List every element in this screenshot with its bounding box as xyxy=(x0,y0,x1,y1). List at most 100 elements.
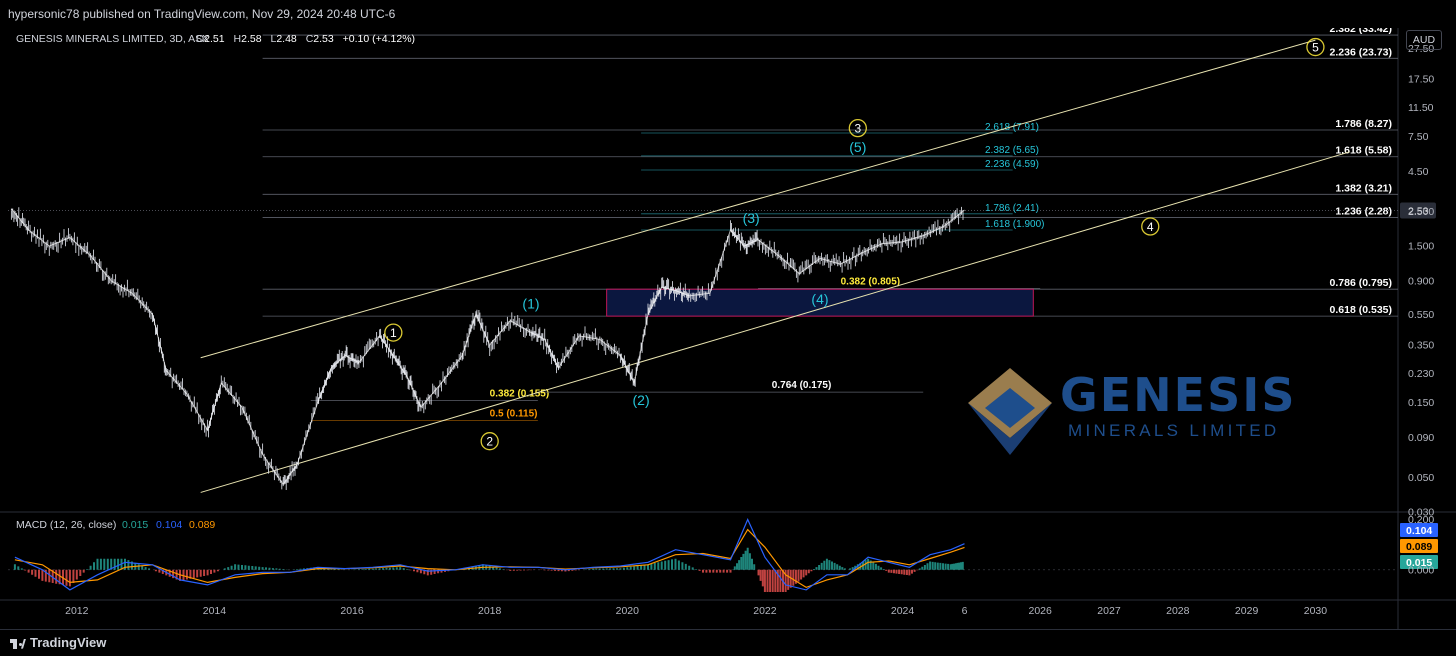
macd-pane: 0.104 0.089 0.015 xyxy=(8,518,1438,592)
price-tick-label: 17.50 xyxy=(1408,74,1434,86)
price-tick-label: 0.150 xyxy=(1408,397,1434,409)
fib-label-secondary: 0.764 (0.175) xyxy=(772,380,832,391)
last-price-tag xyxy=(1400,202,1436,219)
wave-label-primary: 5 xyxy=(1312,41,1319,55)
wave-label-primary: 2 xyxy=(486,435,493,449)
fib-label: 1.382 (3.21) xyxy=(1335,182,1392,194)
currency-button[interactable]: AUD xyxy=(1406,30,1442,50)
time-tick-label: 2014 xyxy=(203,605,227,617)
fib-label: 0.618 (0.535) xyxy=(1330,304,1392,316)
price-tick-label: 0.050 xyxy=(1408,472,1434,484)
channel-line xyxy=(200,151,1350,493)
tradingview-brand: TradingView xyxy=(30,635,107,650)
price-line xyxy=(11,208,965,486)
time-tick-label: 2018 xyxy=(478,605,502,617)
genesis-logo: GENESIS MINERALS LIMITED xyxy=(968,368,1296,455)
price-tick-label: 11.50 xyxy=(1408,102,1434,114)
price-tick-label: 0.350 xyxy=(1408,339,1434,351)
last-price-label: 2.53 xyxy=(1408,206,1429,218)
wave-label-primary: 3 xyxy=(854,122,861,136)
macd-value-tag xyxy=(1400,523,1438,537)
macd-value-tag xyxy=(1400,555,1438,569)
price-tick-label: 4.50 xyxy=(1408,166,1429,178)
legend: GENESIS MINERALS LIMITED, 3D, ASX O2.51 … xyxy=(16,33,415,531)
macd-legend-signal: 0.089 xyxy=(189,519,215,531)
time-tick-label: 2022 xyxy=(753,605,777,617)
symbol-title: GENESIS MINERALS LIMITED, 3D, ASX xyxy=(16,33,209,45)
wave-label-intermediate: (2) xyxy=(633,392,650,408)
wave-labels: 1 2 3 4 5 (1) (2) (3) (4) (5) xyxy=(384,37,1325,451)
fib-label-cyan: 1.618 (1.900) xyxy=(985,219,1045,230)
time-tick-label: 2027 xyxy=(1097,605,1121,617)
channel-line xyxy=(200,39,1316,359)
fib-label: 1.618 (5.58) xyxy=(1335,145,1392,157)
price-tick-label: 27.50 xyxy=(1408,43,1434,55)
wave-label-intermediate: (3) xyxy=(743,210,760,226)
close-value: 2.53 xyxy=(313,33,334,45)
fib-label-cyan: 2.618 (7.91) xyxy=(985,122,1039,133)
macd-tick-label: 0.000 xyxy=(1408,564,1434,576)
fib-label-cyan: 1.786 (2.41) xyxy=(985,203,1039,214)
time-tick-label: 6 xyxy=(962,605,968,617)
macd-title: MACD (12, 26, close) xyxy=(16,519,116,531)
price-tick-label: 0.550 xyxy=(1408,309,1434,321)
price-tick-label: 0.230 xyxy=(1408,368,1434,380)
price-tick-label: 0.030 xyxy=(1408,507,1434,519)
time-tick-label: 2016 xyxy=(340,605,364,617)
publish-bar: hypersonic78 published on TradingView.co… xyxy=(0,0,1456,28)
low-value: 2.48 xyxy=(276,33,297,45)
open-value: 2.51 xyxy=(204,33,225,45)
wave-circle xyxy=(384,323,403,342)
publish-line: hypersonic78 published on TradingView.co… xyxy=(8,7,396,21)
fib-label: 1.236 (2.28) xyxy=(1335,206,1392,218)
fib-label-cyan: 2.236 (4.59) xyxy=(985,159,1039,170)
fib-label-secondary: 0.382 (0.155) xyxy=(490,388,550,399)
macd-tick-label: 0.200 xyxy=(1408,514,1434,526)
change-value: +0.10 (+4.12%) xyxy=(343,33,415,45)
macd-legend-macd: 0.104 xyxy=(156,519,182,531)
ohlc-readout: O2.51 H2.58 L2.48 C2.53 +0.10 (+4.12%) xyxy=(196,33,415,45)
price-tick-label: 7.50 xyxy=(1408,131,1429,143)
fib-label-cyan: 2.382 (5.65) xyxy=(985,145,1039,156)
price-tick-label: 0.090 xyxy=(1408,432,1434,444)
tradingview-icon xyxy=(10,638,26,649)
macd-line xyxy=(14,518,965,591)
macd-value-tag xyxy=(1400,539,1438,553)
price-channel[interactable] xyxy=(200,39,1350,493)
fib-label-secondary: 0.5 (0.115) xyxy=(490,409,538,420)
grid xyxy=(0,28,1456,629)
axes: 27.50 17.50 11.50 7.50 4.50 2.500 1.500 0.900 0.… xyxy=(65,43,1434,617)
wave-circle xyxy=(1141,217,1160,236)
logo-genesis: GENESIS xyxy=(1060,368,1296,422)
wave-label-intermediate: (4) xyxy=(811,291,828,307)
wave-label-intermediate: (1) xyxy=(522,295,539,311)
fib-label: 2.236 (23.73) xyxy=(1330,46,1392,58)
high-value: 2.58 xyxy=(241,33,262,45)
tradingview-logo[interactable]: TradingView xyxy=(10,635,106,650)
wave-circle xyxy=(480,432,499,451)
wave-label-intermediate: (5) xyxy=(849,139,866,155)
time-tick-label: 2026 xyxy=(1028,605,1052,617)
fib-label: 0.786 (0.795) xyxy=(1330,277,1392,289)
time-tick-label: 2024 xyxy=(891,605,915,617)
time-tick-label: 2029 xyxy=(1235,605,1259,617)
macd-value-tag-label: 0.104 xyxy=(1406,525,1432,537)
wave-label-primary: 1 xyxy=(390,326,397,340)
price-tick-label: 0.900 xyxy=(1408,275,1434,287)
wave-label-primary: 4 xyxy=(1147,220,1154,234)
fib-label-secondary: 0.382 (0.805) xyxy=(841,276,901,287)
close-label: C xyxy=(306,33,314,45)
time-tick-label: 2028 xyxy=(1166,605,1190,617)
price-series: 2.53 xyxy=(8,202,1436,490)
high-label: H xyxy=(234,33,242,45)
price-tick-label: 2.500 xyxy=(1408,206,1434,218)
open-label: O xyxy=(196,33,204,45)
logo-subtitle: MINERALS LIMITED xyxy=(1068,421,1280,440)
footer-bar: TradingView xyxy=(0,629,1456,656)
macd-value-tag-label: 0.089 xyxy=(1406,541,1432,553)
time-tick-label: 2012 xyxy=(65,605,89,617)
low-label: L xyxy=(270,33,276,45)
price-tick-label: 1.500 xyxy=(1408,241,1434,253)
fib-label: 1.786 (8.27) xyxy=(1335,118,1392,130)
